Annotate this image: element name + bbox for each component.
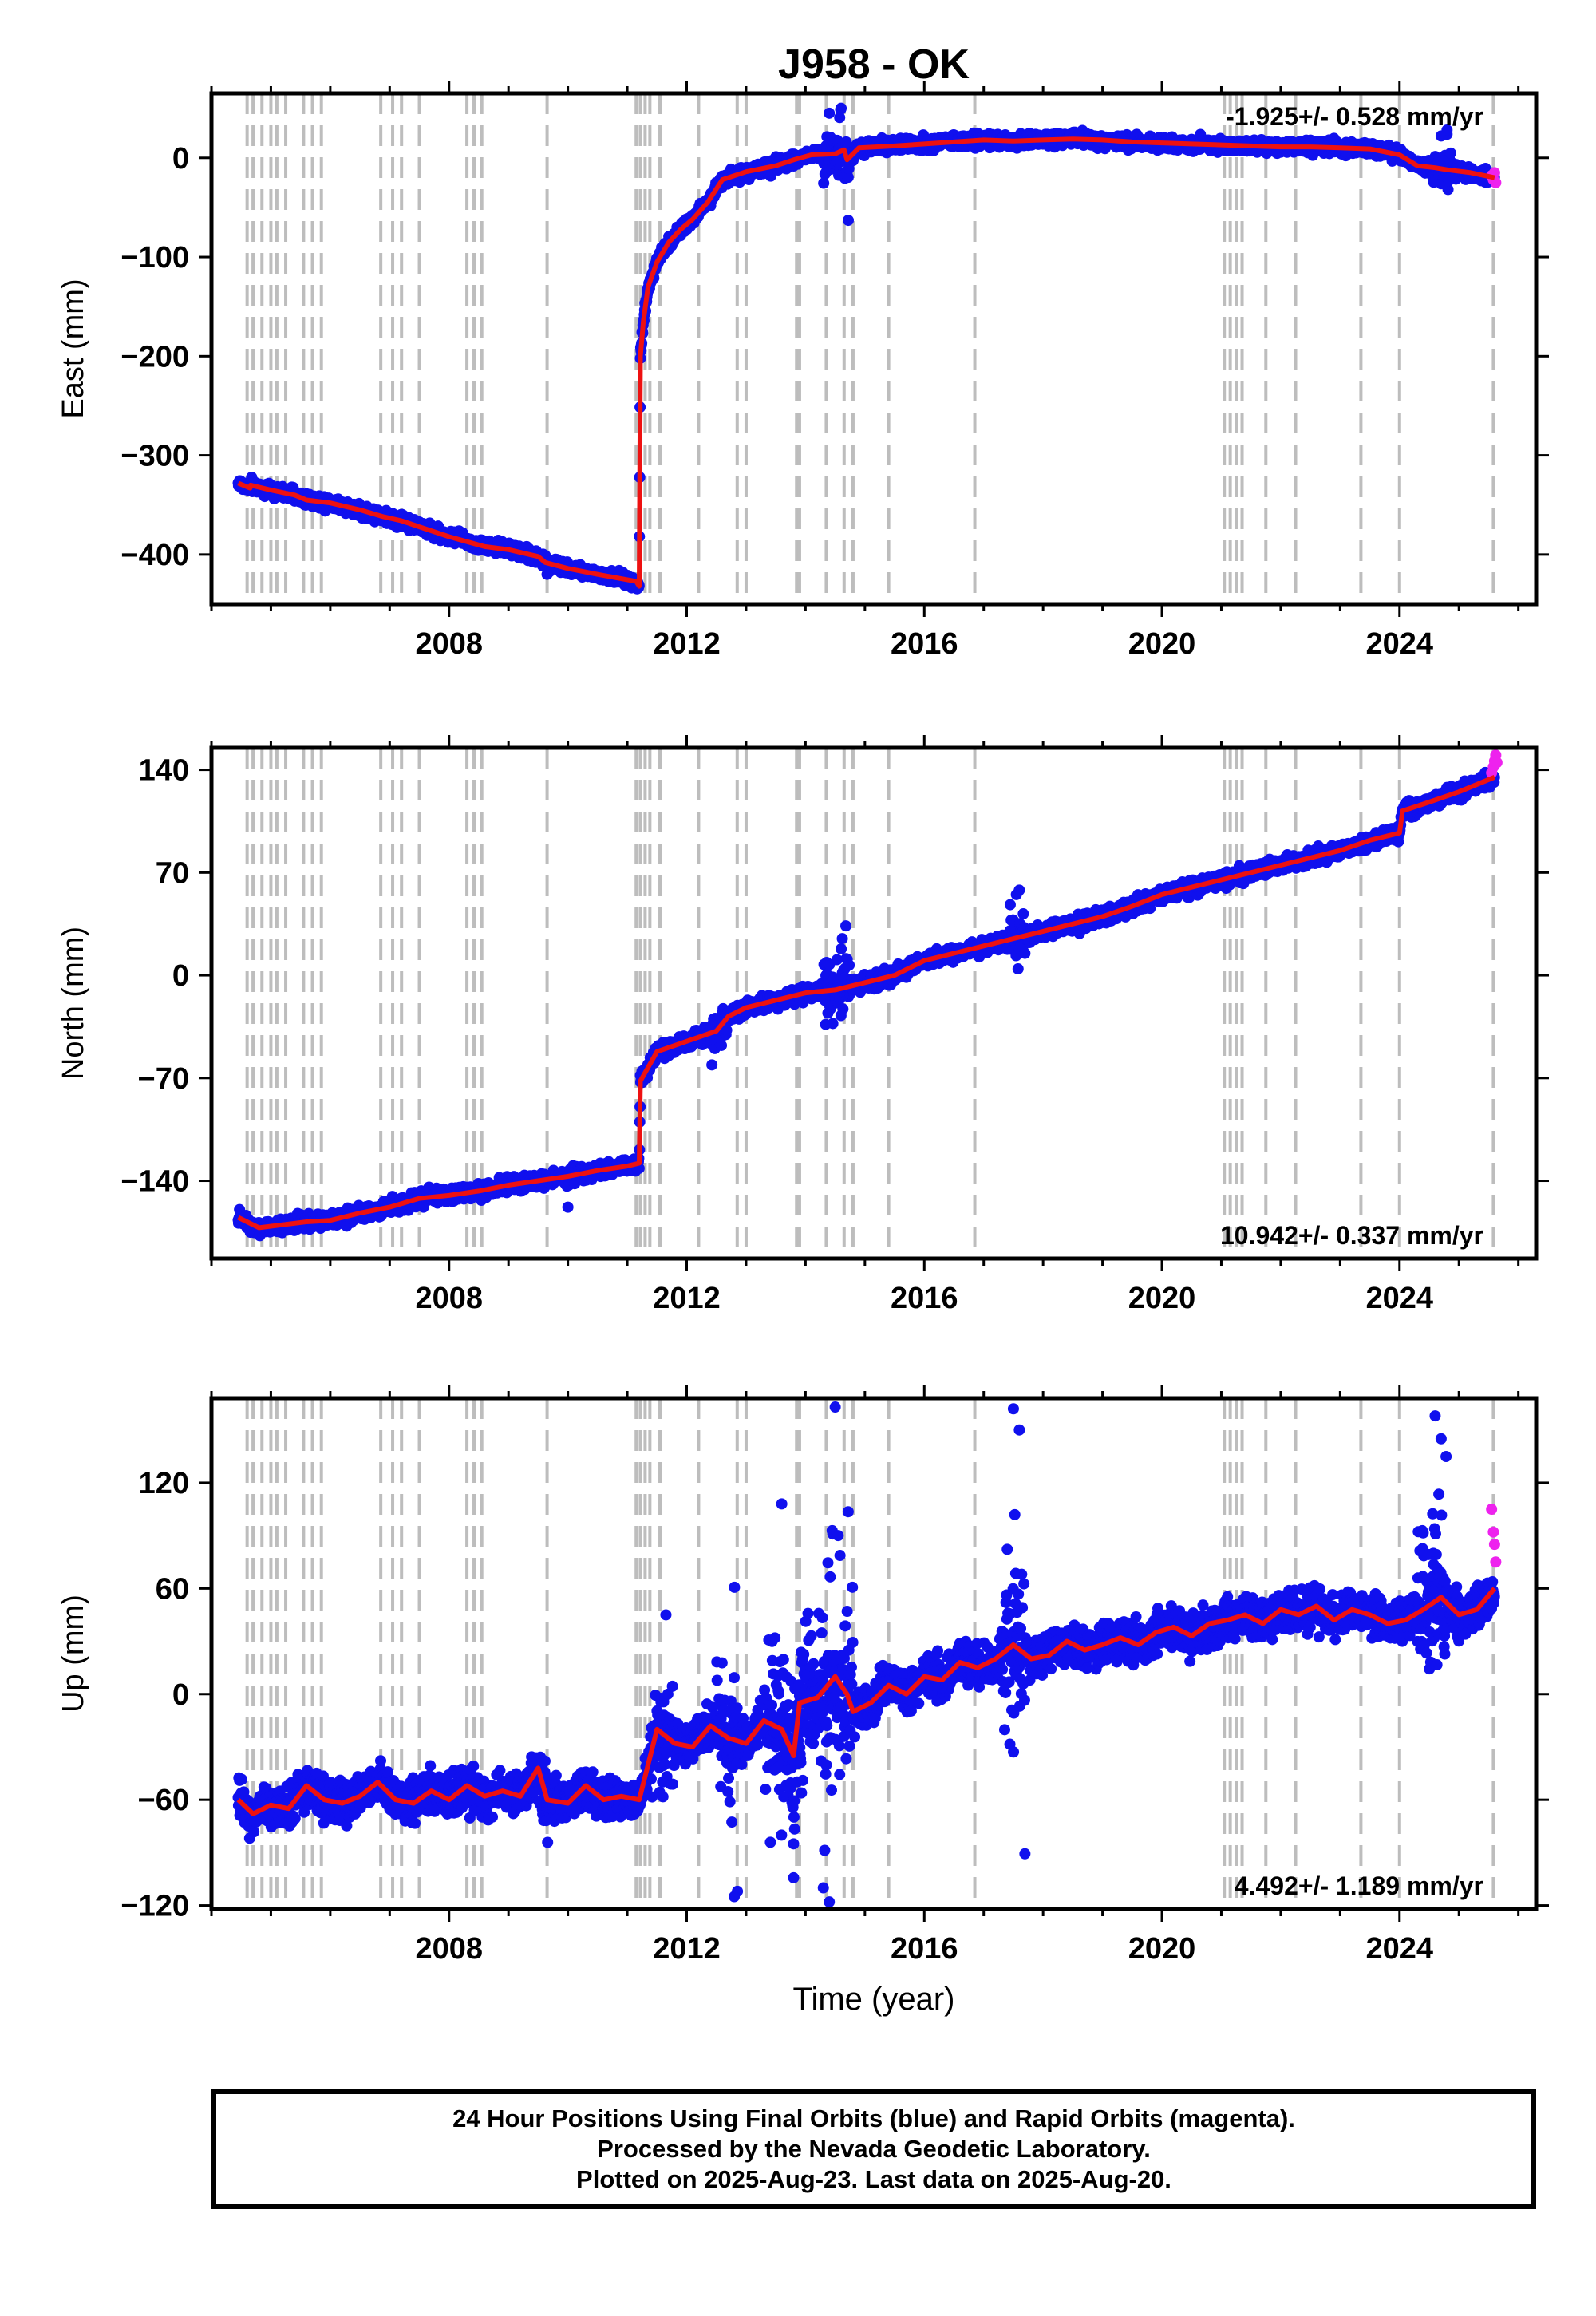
final-point xyxy=(1441,124,1453,136)
x-tick-label: 2016 xyxy=(891,627,958,661)
north-final-points xyxy=(232,766,1500,1242)
north-event-lines xyxy=(245,748,1495,1259)
x-tick-label: 2008 xyxy=(415,627,483,661)
chart-title: J958 - OK xyxy=(778,41,970,88)
y-tick-label: −300 xyxy=(120,440,189,473)
rapid-point xyxy=(1490,176,1502,188)
north-plot-area xyxy=(232,748,1503,1259)
east-frame xyxy=(209,91,1539,607)
final-point xyxy=(836,102,847,114)
final-point xyxy=(824,107,836,119)
final-point xyxy=(834,112,846,124)
y-tick-label: 0 xyxy=(172,142,189,176)
final-point xyxy=(541,568,553,580)
east-rate-label: -1.925+/- 0.528 mm/yr xyxy=(1226,102,1483,131)
final-point xyxy=(1442,184,1454,196)
x-tick-label: 2024 xyxy=(1366,627,1434,661)
y-tick-label: −100 xyxy=(120,241,189,275)
final-point xyxy=(842,215,854,227)
final-point xyxy=(1444,147,1456,159)
x-tick-label: 2012 xyxy=(653,627,721,661)
final-point xyxy=(842,172,854,184)
x-tick-label: 2020 xyxy=(1128,627,1196,661)
panels: 2008 2012 2016 2020 2024 −400 −300 −200 −100 0 Eas… xyxy=(57,81,1549,1966)
panel-east: 2008 2012 2016 2020 2024 −400 −300 −200 −100 0 Eas… xyxy=(57,81,1549,661)
east-model-line xyxy=(237,136,1495,589)
y-tick-label: −400 xyxy=(120,539,189,572)
east-y-axis-label: East (mm) xyxy=(57,279,90,418)
east-final-points xyxy=(232,102,1500,595)
east-plot-area xyxy=(232,93,1502,604)
y-tick-label: −200 xyxy=(120,340,189,373)
final-point xyxy=(818,177,830,189)
